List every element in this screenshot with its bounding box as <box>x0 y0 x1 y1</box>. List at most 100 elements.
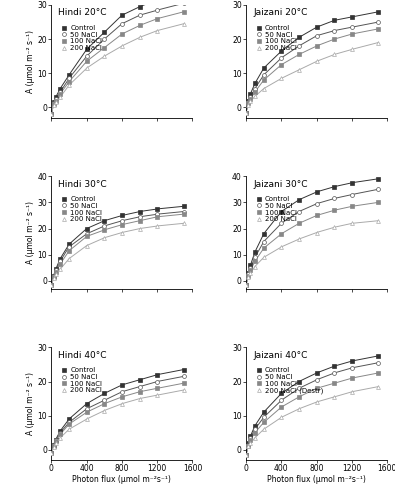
Control <box>314 370 319 376</box>
200 NaCl <box>102 408 107 414</box>
Control <box>244 282 248 288</box>
Control <box>53 94 58 100</box>
200 NaCl <box>67 82 71 88</box>
100 NaCl <box>51 444 56 450</box>
Text: Jaizani 30°C: Jaizani 30°C <box>253 180 308 188</box>
100 NaCl <box>248 268 253 274</box>
50 NaCl <box>244 282 248 288</box>
Control <box>67 416 71 422</box>
Line: 50 NaCl: 50 NaCl <box>49 210 186 287</box>
100 NaCl <box>314 43 319 49</box>
200 NaCl <box>246 274 250 280</box>
100 NaCl <box>51 101 56 107</box>
100 NaCl <box>297 220 301 226</box>
200 NaCl <box>67 256 71 262</box>
50 NaCl <box>376 360 381 366</box>
Control <box>51 272 56 278</box>
50 NaCl <box>51 442 56 448</box>
Line: 50 NaCl: 50 NaCl <box>49 374 186 455</box>
Control <box>181 204 186 210</box>
200 NaCl (Destr) <box>314 399 319 405</box>
50 NaCl <box>261 238 266 244</box>
Control <box>67 242 71 248</box>
100 NaCl <box>102 44 107 51</box>
100 NaCl <box>181 9 186 15</box>
Text: Hindi 30°C: Hindi 30°C <box>58 180 107 188</box>
Control <box>58 428 62 434</box>
Control <box>314 189 319 195</box>
Text: Hindi 40°C: Hindi 40°C <box>58 351 107 360</box>
200 NaCl <box>58 435 62 441</box>
200 NaCl <box>155 28 160 34</box>
Control <box>376 9 381 15</box>
100 NaCl <box>181 211 186 217</box>
200 NaCl <box>51 444 56 450</box>
Line: 100 NaCl: 100 NaCl <box>244 27 380 115</box>
50 NaCl <box>84 231 89 237</box>
100 NaCl <box>49 111 54 117</box>
Control <box>244 452 248 458</box>
50 NaCl <box>246 272 250 278</box>
50 NaCl <box>67 420 71 426</box>
100 NaCl <box>332 380 337 386</box>
100 NaCl <box>53 438 58 444</box>
50 NaCl <box>120 218 124 224</box>
200 NaCl <box>244 282 248 288</box>
50 NaCl <box>279 55 284 61</box>
100 NaCl <box>67 248 71 254</box>
100 NaCl <box>279 62 284 68</box>
Control <box>350 180 354 186</box>
100 NaCl <box>376 370 381 376</box>
50 NaCl <box>244 452 248 458</box>
200 NaCl (Destr) <box>261 426 266 432</box>
100 NaCl <box>297 52 301 58</box>
100 NaCl <box>67 421 71 427</box>
200 NaCl <box>244 110 248 116</box>
100 NaCl <box>332 36 337 42</box>
100 NaCl <box>155 16 160 22</box>
50 NaCl <box>67 244 71 250</box>
Legend: Control, 50 NaCl, 100 NaCl, 200 NaCl: Control, 50 NaCl, 100 NaCl, 200 NaCl <box>59 24 103 52</box>
Line: 50 NaCl: 50 NaCl <box>244 20 380 114</box>
50 NaCl <box>314 32 319 38</box>
200 NaCl (Destr) <box>332 394 337 400</box>
50 NaCl <box>252 426 257 432</box>
50 NaCl <box>244 110 248 116</box>
50 NaCl <box>297 208 301 214</box>
Line: 100 NaCl: 100 NaCl <box>49 212 186 287</box>
100 NaCl <box>252 89 257 95</box>
50 NaCl <box>246 100 250 105</box>
50 NaCl <box>314 200 319 206</box>
100 NaCl <box>49 282 54 288</box>
50 NaCl <box>49 282 54 288</box>
Control <box>261 65 266 71</box>
100 NaCl <box>246 442 250 448</box>
100 NaCl <box>350 31 354 37</box>
100 NaCl <box>244 110 248 116</box>
100 NaCl <box>120 31 124 37</box>
200 NaCl <box>49 111 54 117</box>
200 NaCl (Destr) <box>376 384 381 390</box>
200 NaCl (Destr) <box>246 444 250 450</box>
50 NaCl <box>261 414 266 420</box>
200 NaCl <box>350 220 354 226</box>
Legend: Control, 50 NaCl, 100 NaCl, 200 NaCl: Control, 50 NaCl, 100 NaCl, 200 NaCl <box>254 24 297 52</box>
200 NaCl <box>279 76 284 82</box>
100 NaCl <box>261 77 266 83</box>
200 NaCl <box>252 94 257 100</box>
50 NaCl <box>120 388 124 394</box>
X-axis label: Photon flux (μmol m⁻²s⁻¹): Photon flux (μmol m⁻²s⁻¹) <box>72 475 171 484</box>
200 NaCl <box>53 272 58 278</box>
Line: Control: Control <box>49 0 186 116</box>
100 NaCl <box>314 386 319 392</box>
100 NaCl <box>102 400 107 406</box>
Line: Control: Control <box>49 368 186 455</box>
50 NaCl <box>137 384 142 390</box>
Legend: Control, 50 NaCl, 100 NaCl, 200 NaCl: Control, 50 NaCl, 100 NaCl, 200 NaCl <box>59 196 103 223</box>
50 NaCl <box>51 273 56 279</box>
50 NaCl <box>350 192 354 198</box>
Control <box>137 4 142 10</box>
200 NaCl <box>137 34 142 40</box>
Control <box>155 372 160 378</box>
200 NaCl <box>49 282 54 288</box>
